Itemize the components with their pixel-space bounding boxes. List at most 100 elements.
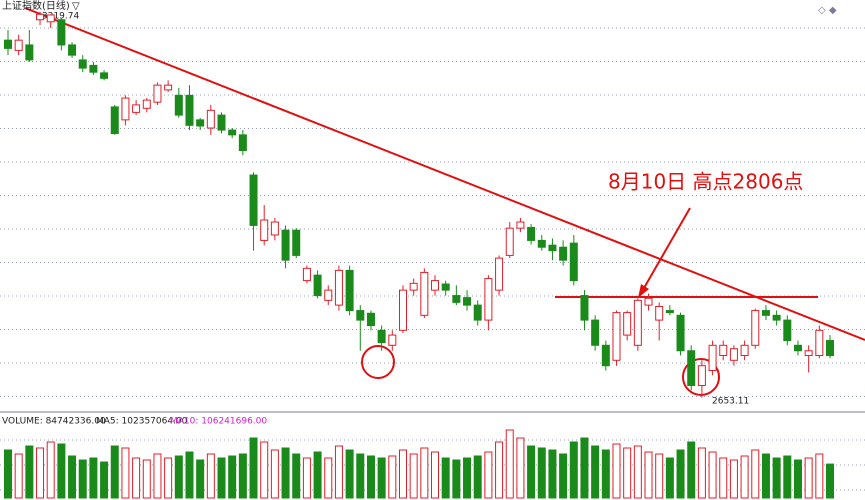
volume-bar — [601, 449, 610, 499]
volume-bar — [484, 451, 493, 499]
volume-bar — [548, 449, 557, 499]
candle-body — [185, 94, 194, 126]
candle-body — [356, 310, 365, 321]
candle-body — [206, 109, 215, 129]
volume-bar — [580, 437, 589, 499]
volume-bar — [655, 453, 664, 499]
candle-body — [559, 246, 568, 261]
candle-body — [697, 365, 706, 386]
candle-body — [398, 289, 407, 331]
candle-body — [569, 242, 578, 282]
ma5-legend: MA5: 102357064.00 — [96, 417, 188, 427]
candle-body — [36, 13, 45, 21]
volume-bar — [793, 459, 802, 499]
volume-bar — [623, 447, 632, 499]
volume-bar — [398, 449, 407, 499]
volume-bar — [249, 437, 258, 499]
volume-bar — [14, 453, 23, 499]
candle-body — [431, 280, 440, 291]
volume-bar — [495, 441, 504, 499]
volume-bar — [89, 457, 98, 499]
candle-body — [238, 134, 247, 152]
volume-bar — [559, 453, 568, 499]
candle-body — [217, 114, 226, 131]
volume-bar — [25, 445, 34, 499]
volume-bar — [46, 441, 55, 499]
candle-body — [495, 257, 504, 291]
volume-bar — [356, 453, 365, 499]
volume-bar — [751, 449, 760, 499]
volume-bar — [676, 449, 685, 499]
volume-bar — [292, 453, 301, 499]
candle-body — [68, 44, 77, 56]
volume-bar — [366, 455, 375, 499]
volume-bar — [302, 457, 311, 499]
volume-bar — [313, 451, 322, 499]
volume-bar — [132, 457, 141, 499]
candle-body — [281, 229, 290, 261]
volume-bar — [121, 447, 130, 499]
candle-body — [196, 119, 205, 127]
candle-body — [826, 340, 834, 357]
candle-body — [548, 244, 557, 252]
candle-body — [345, 269, 354, 312]
volume-bar — [473, 455, 482, 499]
candle-body — [719, 344, 728, 357]
candle-body — [751, 310, 760, 346]
volume-bar — [537, 447, 546, 499]
volume-bar — [196, 459, 205, 499]
volume-legend: VOLUME: 84742336.00 — [2, 417, 106, 427]
ma10-legend: MA10: 106241696.00 — [170, 417, 267, 427]
trend-line — [24, 7, 865, 341]
volume-bar — [729, 459, 738, 499]
volume-bar — [377, 457, 386, 499]
candle-body — [804, 350, 813, 357]
volume-bar — [708, 451, 717, 499]
candle-body — [57, 19, 66, 46]
volume-bar — [185, 451, 194, 499]
candle-body — [324, 289, 333, 301]
candle-body — [153, 84, 162, 103]
candle-body — [14, 39, 23, 51]
highlight-circle — [361, 345, 395, 379]
candle-body — [740, 344, 749, 357]
candle-body — [612, 312, 621, 361]
candle-body — [388, 334, 397, 346]
volume-bar — [569, 441, 578, 499]
candle-body — [25, 44, 34, 61]
candle-body — [676, 314, 685, 352]
volume-bar — [612, 443, 621, 499]
candle-body — [228, 129, 237, 136]
volume-bar — [409, 453, 418, 499]
volume-bar — [772, 457, 781, 499]
candle-body — [633, 299, 642, 346]
chart-title: 上证指数(日线) — [2, 0, 70, 12]
volume-bar — [644, 451, 653, 499]
volume-bar — [217, 457, 226, 499]
volume-bar — [345, 449, 354, 499]
candle-body — [270, 221, 279, 236]
volume-bar — [334, 445, 343, 499]
low-label: 2653.11 — [712, 397, 749, 407]
volume-bar — [153, 453, 162, 499]
volume-bar — [591, 445, 600, 499]
candle-body — [484, 278, 493, 321]
candle-body — [527, 226, 536, 241]
volume-bar — [174, 455, 183, 499]
candle-body — [89, 64, 98, 73]
candle-body — [537, 239, 546, 248]
candle-body — [516, 221, 525, 229]
volume-bar — [761, 453, 770, 499]
volume-bar — [431, 451, 440, 499]
volume-bar — [452, 459, 461, 499]
candle-body — [292, 229, 301, 256]
candle-body — [772, 314, 781, 321]
candle-body — [377, 329, 386, 344]
volume-bar — [142, 459, 151, 499]
volume-bar — [665, 457, 674, 499]
volume-bar — [420, 447, 429, 499]
volume-bar — [4, 449, 12, 499]
candle-body — [783, 319, 792, 342]
candle-body — [142, 99, 151, 109]
